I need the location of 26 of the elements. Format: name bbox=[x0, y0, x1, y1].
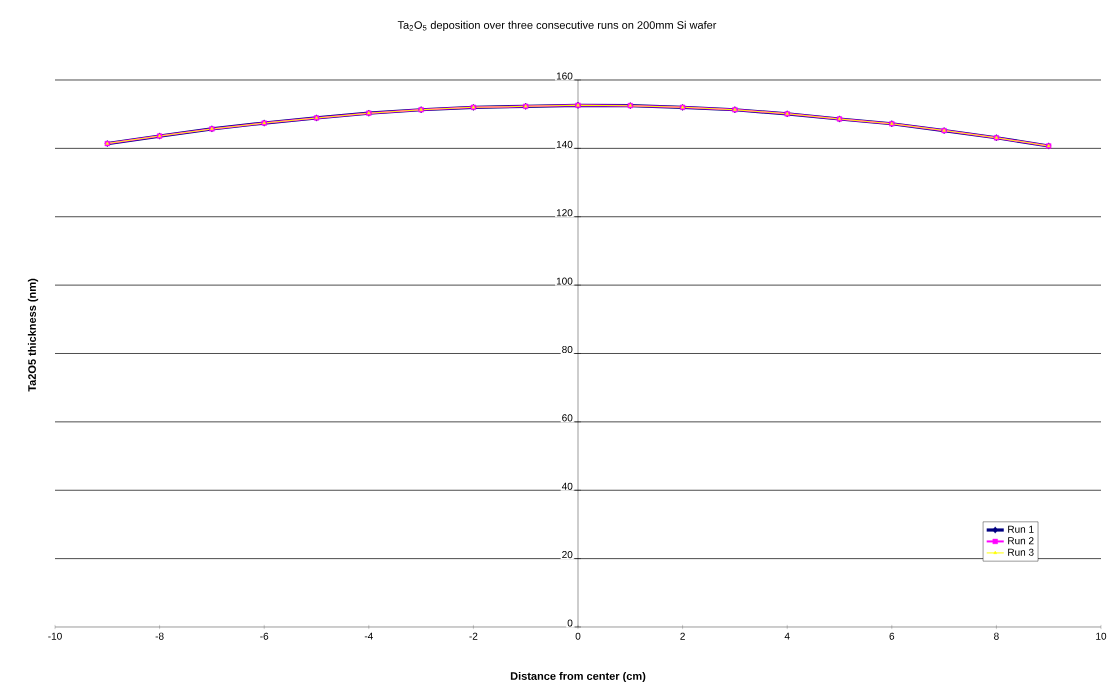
y-tick-label: 140 bbox=[556, 140, 573, 148]
x-tick-label: 10 bbox=[1096, 632, 1107, 640]
x-tick-label: 8 bbox=[994, 632, 999, 640]
y-tick-label: 120 bbox=[556, 209, 573, 217]
legend-label: Run 1 bbox=[1008, 525, 1034, 533]
legend-label: Run 2 bbox=[1008, 537, 1034, 545]
x-tick-label: 0 bbox=[575, 632, 581, 640]
legend-label: Run 3 bbox=[1008, 548, 1034, 556]
x-tick-label: 4 bbox=[784, 632, 790, 640]
y-tick-label: 60 bbox=[562, 414, 573, 422]
y-tick-label: 100 bbox=[556, 277, 573, 285]
x-tick-label: -10 bbox=[48, 632, 62, 640]
y-tick-label: 0 bbox=[567, 619, 573, 627]
y-tick-label: 20 bbox=[562, 551, 573, 559]
y-tick-label: 160 bbox=[556, 72, 573, 80]
x-axis-title: Distance from center (cm) bbox=[510, 671, 646, 683]
x-tick-label: 2 bbox=[680, 632, 685, 640]
chart-title: Ta$_{2}$O$_{5}$ deposition over three consecutive runs on 200mm Si wafer bbox=[397, 20, 717, 32]
y-axis-title: Ta2O5 thickness (nm) bbox=[27, 278, 39, 392]
x-tick-label: 6 bbox=[889, 632, 895, 640]
x-tick-label: -4 bbox=[364, 632, 373, 640]
x-tick-label: -6 bbox=[260, 632, 269, 640]
x-tick-label: -2 bbox=[469, 632, 478, 640]
y-tick-label: 40 bbox=[561, 482, 573, 490]
y-tick-label: 80 bbox=[562, 345, 573, 354]
x-tick-label: -8 bbox=[155, 632, 164, 640]
